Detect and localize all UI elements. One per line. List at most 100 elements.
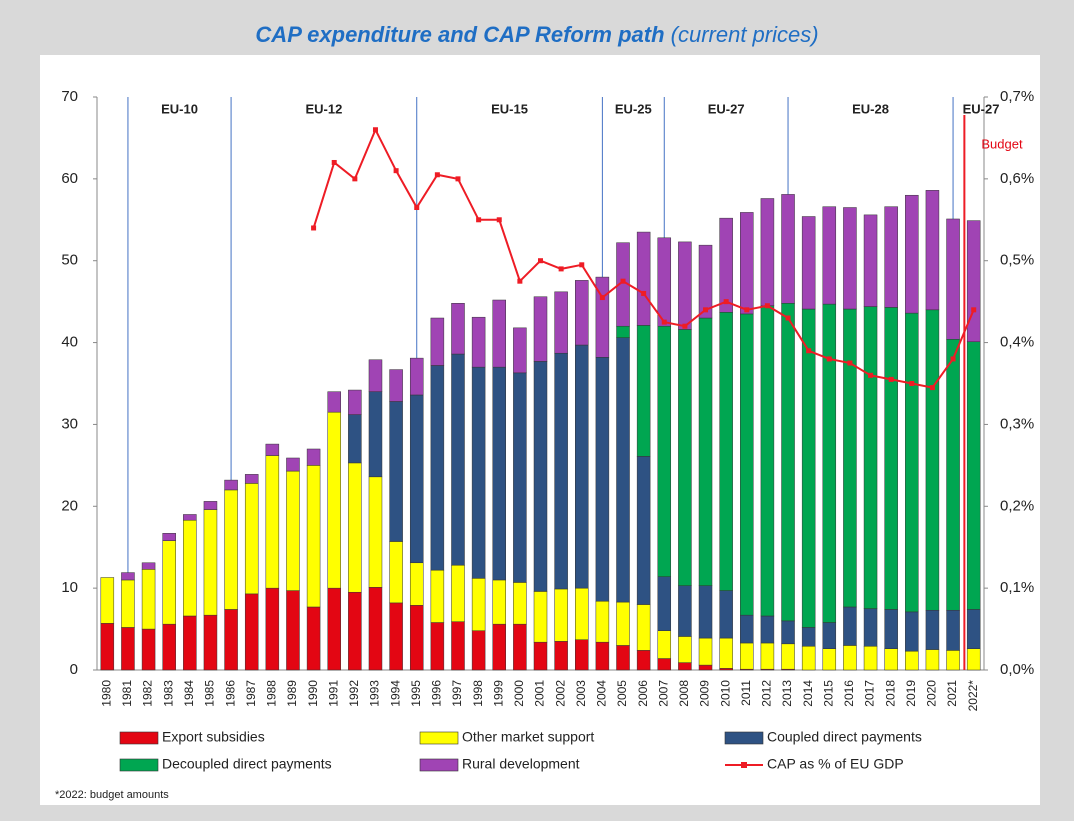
bar-segment — [368, 587, 383, 671]
legend-label: Decoupled direct payments — [162, 756, 332, 772]
enlargement-label: EU-15 — [491, 101, 528, 116]
x-tick-label: 2011 — [739, 680, 753, 706]
bar-segment — [575, 639, 589, 671]
x-tick-label: 2009 — [698, 680, 712, 707]
line-marker — [764, 303, 770, 309]
line-marker — [434, 172, 440, 178]
bar-segment — [141, 569, 156, 630]
legend-swatch — [419, 758, 459, 772]
bar-segment — [863, 646, 878, 671]
y2-tick-label: 0,0% — [1000, 661, 1034, 678]
bar-segment — [575, 280, 589, 346]
bar-segment — [306, 448, 321, 466]
enlargement-label: EU-10 — [161, 101, 198, 116]
x-tick-label: 1983 — [161, 680, 175, 707]
x-tick-label: 1993 — [368, 680, 382, 707]
bar-segment — [203, 509, 218, 616]
line-marker — [909, 381, 915, 386]
bar-segment — [409, 605, 424, 671]
enlargement-label: EU-12 — [305, 101, 342, 116]
bar-segment — [451, 621, 465, 671]
bar-segment — [719, 590, 733, 639]
bar-segment — [224, 479, 238, 491]
line-marker — [703, 307, 709, 313]
bar-segment — [760, 305, 775, 617]
x-tick-label: 1987 — [244, 680, 258, 707]
line-marker — [641, 290, 647, 296]
line-marker — [785, 315, 791, 321]
line-marker — [393, 168, 399, 174]
bar-segment — [698, 585, 713, 639]
x-tick-label: 1990 — [306, 680, 320, 707]
line-marker — [496, 217, 502, 223]
bar-segment — [327, 411, 341, 589]
bar-segment — [533, 641, 548, 671]
x-tick-label: 1988 — [265, 680, 279, 707]
line-marker — [476, 217, 482, 223]
legend-swatch — [419, 731, 459, 745]
bar-segment — [430, 569, 445, 623]
bar-segment — [389, 541, 403, 604]
bar-segment — [224, 609, 238, 671]
bar-segment — [678, 585, 692, 637]
x-tick-label: 1986 — [223, 680, 237, 707]
bar-segment — [492, 299, 506, 368]
x-tick-label: 2016 — [842, 680, 856, 707]
bar-segment — [678, 241, 692, 330]
line-marker — [414, 205, 420, 211]
y-tick-label: 30 — [61, 415, 78, 432]
bar-segment — [244, 474, 259, 484]
bar-segment — [781, 194, 795, 304]
bar-segment — [801, 627, 816, 647]
bar-segment — [471, 578, 486, 631]
y2-tick-label: 0,2% — [1000, 497, 1034, 514]
line-marker — [517, 278, 523, 284]
bar-segment — [884, 609, 898, 649]
line-marker — [971, 307, 977, 313]
bar-segment — [513, 623, 527, 671]
bar-segment — [698, 637, 713, 666]
bar-segment — [203, 614, 218, 671]
bar-segment — [719, 312, 733, 591]
x-tick-label: 2021 — [945, 680, 959, 707]
bar-segment — [141, 562, 156, 570]
bar-segment — [595, 641, 610, 671]
bar-segment — [286, 457, 300, 472]
enlargement-label: EU-28 — [852, 101, 889, 116]
x-tick-label: 2007 — [656, 680, 670, 707]
y2-tick-label: 0,5% — [1000, 252, 1034, 269]
x-tick-label: 2018 — [883, 680, 897, 707]
x-tick-label: 2014 — [801, 680, 815, 707]
bar-segment — [409, 394, 424, 564]
bar-segment — [389, 401, 403, 542]
bar-segment — [348, 591, 362, 671]
bar-segment — [389, 369, 403, 402]
bar-segment — [843, 207, 857, 310]
y-tick-label: 10 — [61, 579, 78, 596]
budget-label: Budget — [981, 136, 1023, 151]
bar-segment — [348, 389, 362, 415]
bar-segment — [595, 357, 610, 602]
bar-segment — [368, 391, 383, 478]
line-marker — [579, 262, 585, 268]
legend-swatch — [119, 758, 159, 772]
line-marker — [558, 266, 564, 272]
y-tick-label: 0 — [70, 661, 78, 678]
bar-segment — [306, 465, 321, 608]
bar-segment — [884, 648, 898, 671]
bar-segment — [946, 650, 960, 671]
bar-segment — [966, 609, 981, 649]
line-marker — [847, 360, 853, 366]
bar-segment — [822, 206, 837, 305]
bar-segment — [905, 650, 919, 671]
x-tick-label: 1994 — [388, 680, 402, 707]
bar-segment — [224, 489, 238, 610]
bar-segment — [657, 630, 672, 659]
bar-segment — [327, 391, 341, 413]
bar-segment — [636, 456, 651, 605]
x-tick-label: 1984 — [182, 680, 196, 707]
bar-segment — [657, 237, 672, 327]
bar-segment — [141, 628, 156, 671]
enlargement-label: EU-25 — [615, 101, 652, 116]
bar-segment — [719, 637, 733, 669]
